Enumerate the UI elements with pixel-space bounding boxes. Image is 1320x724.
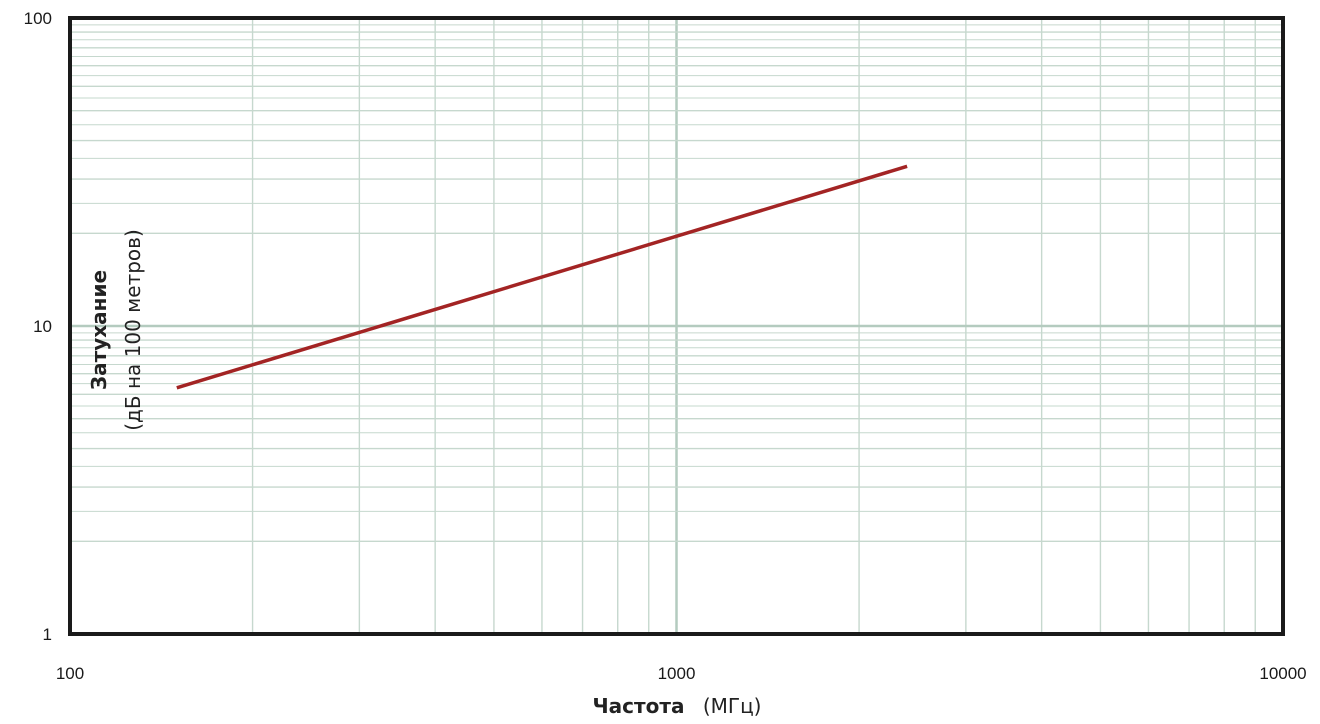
- x-tick-label: 1000: [658, 664, 696, 683]
- x-axis-title-units: (МГц): [703, 694, 762, 718]
- x-tick-label: 100: [56, 664, 84, 683]
- plot-frame: [68, 16, 1285, 636]
- x-tick-label: 10000: [1259, 664, 1306, 683]
- grid: [70, 18, 1283, 634]
- y-axis-title-units: (дБ на 100 метров): [121, 229, 145, 431]
- series-layer: [176, 164, 908, 390]
- y-tick-label: 10: [33, 317, 52, 336]
- attenuation-series-line: [176, 164, 908, 390]
- y-axis-title: Затухание: [87, 270, 111, 390]
- x-axis-title: Частота (МГц): [593, 694, 762, 718]
- y-axis-title-bold: Затухание: [87, 270, 111, 390]
- x-axis-title-bold: Частота: [593, 694, 685, 718]
- y-tick-label: 1: [43, 625, 52, 644]
- y-tick-label: 100: [24, 9, 52, 28]
- y-axis-subtitle: (дБ на 100 метров): [121, 229, 145, 431]
- tick-labels: 1 10 100 100 1000 10000: [24, 9, 1307, 683]
